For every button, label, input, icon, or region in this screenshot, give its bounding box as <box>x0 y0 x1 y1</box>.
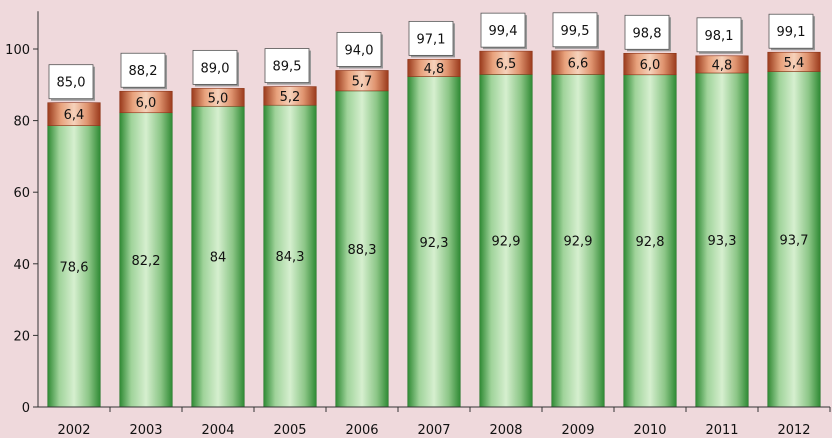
x-axis: 2002 2003 2004 2005 2006 2007 2008 2009 2010 2011… <box>38 406 831 438</box>
bar-segment-green <box>335 90 389 408</box>
bar-segment-green <box>479 74 533 408</box>
green-value-label: 93,7 <box>780 233 809 248</box>
bar-segment-orange <box>623 52 677 76</box>
total-box <box>336 32 382 67</box>
total-box <box>480 12 526 48</box>
orange-value-label: 4,8 <box>712 58 733 73</box>
total-box <box>192 49 238 85</box>
bar-segment-green <box>407 76 461 408</box>
x-tick-label: 2008 <box>489 423 522 438</box>
total-value-label: 88,2 <box>129 64 158 79</box>
x-tick-label: 2002 <box>57 423 90 438</box>
x-tick-label: 2004 <box>201 423 234 438</box>
x-tick-label: 2006 <box>345 423 378 438</box>
bar-segment-orange <box>767 51 821 72</box>
y-tick-label: 80 <box>13 115 30 130</box>
bar-segment-orange <box>695 55 749 74</box>
total-value-label: 98,1 <box>705 29 734 44</box>
orange-value-label: 6,0 <box>136 96 157 111</box>
total-value-label: 99,4 <box>489 24 518 39</box>
orange-value-label: 6,0 <box>640 58 661 73</box>
total-box <box>408 20 454 56</box>
total-box <box>264 48 310 83</box>
green-value-label: 88,3 <box>348 243 377 258</box>
green-value-label: 92,9 <box>564 235 593 250</box>
x-tick-label: 2012 <box>777 423 810 438</box>
total-box <box>552 12 598 48</box>
total-box <box>48 64 94 100</box>
total-value-label: 98,8 <box>633 26 662 41</box>
bar-segment-orange <box>551 50 605 75</box>
orange-value-label: 6,6 <box>568 57 589 72</box>
green-value-label: 84,3 <box>276 250 305 265</box>
y-axis: 0 20 40 60 80 100 <box>5 11 39 416</box>
total-box <box>768 13 814 49</box>
total-value-label: 89,5 <box>273 60 302 75</box>
bar-segment-orange <box>47 102 101 126</box>
bars: 78,6 6,4 85,0 82,2 6,0 88,2 84 5,0 89,0 84,3 5,2 89… <box>47 12 821 408</box>
total-box <box>624 14 670 50</box>
bar-segment-green <box>551 74 605 408</box>
orange-value-label: 6,4 <box>64 108 85 123</box>
bar-segment-orange <box>191 88 245 107</box>
y-tick-label: 100 <box>5 43 30 58</box>
orange-value-label: 5,2 <box>280 90 301 105</box>
green-value-label: 82,2 <box>132 254 161 269</box>
orange-value-label: 6,5 <box>496 57 517 72</box>
x-tick-label: 2011 <box>705 423 738 438</box>
bar-segment-green <box>191 105 245 408</box>
x-tick-label: 2003 <box>129 423 162 438</box>
bar-segment-green <box>695 72 749 408</box>
bar-segment-orange <box>407 59 461 77</box>
total-value-label: 97,1 <box>417 32 446 47</box>
green-value-label: 93,3 <box>708 234 737 249</box>
green-value-label: 92,9 <box>492 235 521 250</box>
orange-value-label: 5,7 <box>352 75 373 90</box>
orange-value-label: 5,0 <box>208 91 229 106</box>
total-value-label: 89,0 <box>201 61 230 76</box>
bar-segment-orange <box>335 70 389 92</box>
y-tick-label: 0 <box>22 401 30 416</box>
y-tick-label: 60 <box>13 186 30 201</box>
total-value-label: 94,0 <box>345 43 374 58</box>
green-value-label: 78,6 <box>60 260 89 275</box>
green-value-label: 84 <box>210 251 227 266</box>
y-tick-label: 20 <box>13 329 30 344</box>
total-value-label: 99,5 <box>561 24 590 39</box>
total-value-label: 85,0 <box>57 76 86 91</box>
x-tick-label: 2010 <box>633 423 666 438</box>
total-box <box>120 52 166 88</box>
green-value-label: 92,8 <box>636 235 665 250</box>
x-tick-label: 2007 <box>417 423 450 438</box>
bar-segment-orange <box>119 90 173 114</box>
bar-segment-green <box>767 71 821 408</box>
x-tick-label: 2005 <box>273 423 306 438</box>
bar-segment-green <box>119 112 173 408</box>
bar-segment-green <box>623 74 677 408</box>
total-box <box>696 17 742 53</box>
bar-segment-green <box>263 104 317 408</box>
y-tick-label: 40 <box>13 258 30 273</box>
total-value-label: 99,1 <box>777 25 806 40</box>
orange-value-label: 5,4 <box>784 56 805 71</box>
bar-segment-orange <box>263 86 317 106</box>
x-tick-label: 2009 <box>561 423 594 438</box>
bar-segment-orange <box>479 50 533 75</box>
green-value-label: 92,3 <box>420 236 449 251</box>
orange-value-label: 4,8 <box>424 62 445 77</box>
